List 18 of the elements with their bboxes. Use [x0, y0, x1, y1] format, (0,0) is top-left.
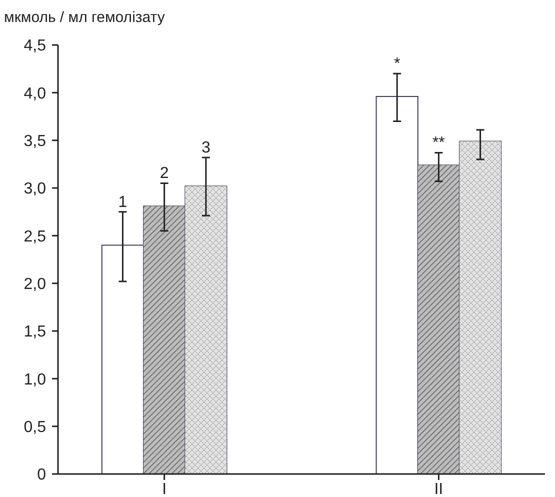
- annotation: 2: [160, 165, 169, 182]
- y-tick-label: 1,0: [24, 371, 46, 388]
- y-tick-label: 1,5: [24, 324, 46, 341]
- y-tick-label: 0: [37, 466, 46, 484]
- y-tick-label: 4,0: [24, 85, 46, 102]
- y-tick-label: 2,0: [24, 276, 46, 293]
- y-tick-label: 3,0: [24, 180, 46, 198]
- x-tick-label: II: [434, 481, 444, 497]
- y-tick-label: 4,5: [24, 38, 46, 55]
- y-axis-title: мкмоль / мл гемолізату: [4, 9, 166, 26]
- annotation: 1: [118, 194, 128, 211]
- y-tick-label: 3,5: [24, 132, 46, 150]
- y-tick-label: 0,5: [24, 418, 46, 436]
- y-tick-label: 2,5: [24, 228, 46, 246]
- x-tick-label: I: [162, 481, 167, 497]
- annotation: **: [432, 134, 445, 152]
- annotation: 3: [201, 139, 210, 156]
- annotation: *: [394, 56, 400, 73]
